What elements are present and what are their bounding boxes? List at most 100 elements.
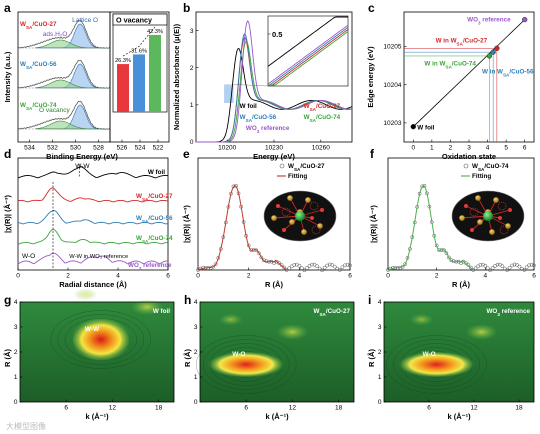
bar-value-label: 42.3% (147, 29, 163, 35)
inset-series-line (267, 26, 349, 86)
x-tick-label: 6 (166, 273, 170, 280)
y-tick-label: 4 (194, 299, 198, 306)
y-axis-label: R (Å) (3, 349, 12, 367)
o-atom (508, 208, 512, 212)
series-label: WO3 reference (128, 262, 172, 271)
bar-value-label: 31.6% (131, 48, 147, 54)
ft-series-line (17, 166, 169, 179)
data-point (262, 258, 266, 263)
y-tick-label: 2 (190, 65, 194, 72)
cu-atom (271, 215, 277, 221)
data-point (310, 262, 314, 267)
x-axis-label: Energy (eV) (253, 152, 295, 161)
annotation-w-w-wo3: W-W in WO₃ reference (69, 254, 128, 260)
annotation-w-w: W-W (75, 163, 90, 170)
panel-label: e (183, 147, 190, 161)
panel-e-frame (197, 157, 351, 271)
x-tick-label: 534 (24, 145, 35, 152)
x-tick-label: 524 (135, 145, 146, 152)
series-label: W foil (240, 103, 257, 110)
y-axis-label: Intensity (a.u.) (3, 51, 12, 102)
weak-feature (73, 288, 98, 301)
xps-data-line (17, 20, 111, 49)
x-tick-label: 10200 (218, 145, 236, 152)
data-point (495, 262, 500, 267)
x-tick-label: 4 (298, 273, 302, 280)
data-point (517, 264, 522, 269)
vacancy-site (309, 201, 319, 211)
y-axis-label: |χ(R)| (Å⁻³) (182, 205, 191, 243)
inset-series-line (267, 16, 348, 67)
data-point (500, 264, 505, 269)
panel-b: b 10200 10230 10260 0 1 2 3 Energy (eV) Normalize… (172, 1, 353, 161)
w-atom (483, 211, 493, 221)
data-point (490, 266, 495, 270)
y-tick-label: 0 (378, 399, 382, 406)
data-point (507, 265, 512, 270)
inset-title: O vacancy (116, 16, 152, 25)
y-tick-label: 2 (194, 349, 198, 356)
cu-atom (287, 195, 293, 201)
vacancy-site (281, 207, 291, 217)
zoom-region (224, 84, 234, 103)
panel-label: c (368, 1, 375, 15)
data-point (292, 263, 297, 267)
weak-feature (218, 313, 243, 326)
data-point (471, 268, 476, 272)
series-label: WSA/CuO-56 (136, 215, 173, 224)
x-axis-label: k (Å⁻¹) (447, 412, 471, 421)
data-point (277, 261, 281, 265)
data-point (300, 266, 304, 271)
data-point (327, 262, 332, 267)
legend-label: Fitting (472, 173, 491, 180)
panel-d: d 0 2 4 6 Radial distance (Å) |χ(R)| (Å⁻³) W-W W… (3, 147, 173, 289)
weak-feature (409, 313, 434, 326)
o-atom (282, 228, 286, 232)
series-label: W in WSA/CuO-74 (424, 61, 476, 70)
y-tick-label: 4 (14, 299, 18, 306)
y-tick-label: 1 (194, 374, 198, 381)
vacancy-site (497, 201, 507, 211)
o-atom (320, 208, 324, 212)
heatmap-hotspot (398, 351, 475, 378)
vacancy-site (499, 225, 509, 235)
data-point (515, 263, 519, 267)
heatmap-title: WO3 reference (486, 308, 530, 317)
x-tick-label: 3 (467, 145, 471, 152)
x-tick-label: 6 (427, 405, 431, 412)
series-label: WSA/CuO-56 (20, 61, 57, 70)
data-point (332, 264, 337, 269)
data-point (213, 262, 218, 267)
data-point (279, 263, 284, 267)
panel-label: f (370, 147, 375, 161)
xanes-series-line (196, 47, 353, 143)
y-tick-label: 3 (14, 324, 18, 331)
data-point (442, 248, 446, 253)
cu-atom (305, 197, 311, 203)
x-axis-label: Radial distance (Å) (59, 280, 127, 289)
inset-y-tick-label: 0.5 (272, 30, 282, 39)
inset-series-line (268, 31, 349, 86)
panel-c-frame (403, 11, 535, 143)
ft-series-line (17, 209, 169, 225)
data-point (302, 268, 307, 273)
panel-f-frame (387, 157, 535, 271)
series-label: W in WSA/CuO-56 (482, 68, 534, 77)
point-label: W foil (417, 125, 434, 132)
y-tick-label: 0 (190, 139, 194, 146)
data-point (305, 266, 309, 270)
data-point (483, 263, 488, 268)
x-tick-label: 6 (348, 273, 352, 280)
vacancy-site (311, 225, 321, 235)
panel-label: g (4, 293, 11, 307)
series-label: WSA/CuO-56 (240, 114, 277, 123)
panel-label: d (4, 147, 11, 161)
data-point (330, 263, 335, 267)
y-tick-label: 3 (194, 324, 198, 331)
data-point (315, 264, 319, 269)
ft-series-line (17, 229, 169, 245)
o-atom (310, 216, 314, 220)
